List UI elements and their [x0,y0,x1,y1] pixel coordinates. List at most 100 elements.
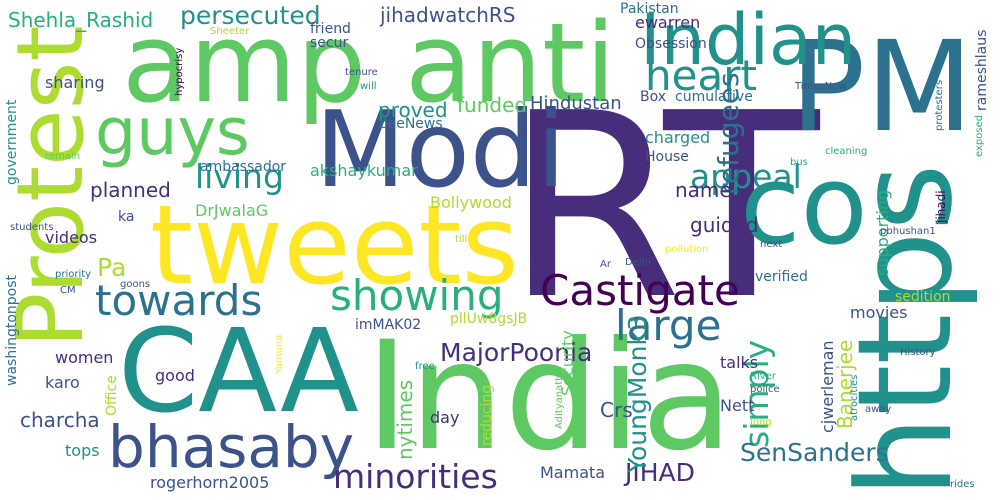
word-karo: karo [45,373,80,392]
word-living: living [195,157,284,196]
word-cleaning: cleaning [825,146,868,157]
word-adityanath: Adityanath [554,374,565,429]
word-day: day [430,408,460,427]
word-students: students [10,222,54,233]
word-sedition: sedition [895,289,951,305]
word-heart: heart [645,51,757,100]
word-jihadi: jihadi [934,190,948,223]
word-government: government [4,99,20,185]
word-tenure: tenure [345,67,378,78]
word-verified: verified [755,269,808,285]
word-protesters: protesters [934,79,945,131]
word-free: free [415,361,435,372]
word-away: away [865,404,892,415]
word-proved: proved [378,98,448,122]
word-timesnow: TimesNow [795,81,847,92]
word-rt: RT [505,59,820,356]
word-talks: talks [720,353,759,372]
word-ewarren: ewarren [635,13,701,32]
word-washingtonpost: washingtonpost [4,274,20,386]
word-appeal: appeal [690,157,802,196]
word-charged: charged [645,128,711,147]
word-pakistan: Pakistan [620,1,679,17]
word-long: long [750,417,772,428]
word-friend: friend [310,21,351,37]
word-ambassador: ambassador [200,159,287,175]
word-rogerhorn2005: rogerhorn2005 [150,473,270,492]
word-pbhushan1: pbhushan1 [880,226,936,237]
word-crs: Crs [600,398,633,422]
word-pm: PM [790,15,974,160]
word-bollywood: Bollywood [430,193,512,212]
word-office: Office [104,375,120,416]
word-secur: secur [310,35,349,51]
word-yamuna: Yamuna [274,334,285,374]
word-persecuted: persecuted [180,1,321,30]
word-rameshlaus: rameshlaus [974,29,990,111]
word-goons: goons [120,279,151,290]
word-tweets: tweets [150,181,519,309]
word-caa: CAA [118,305,359,439]
word-shehla-rashid: Shehla_Rashid [8,8,154,32]
word-guys: guys [95,95,250,170]
word-hindustan: Hindustan [530,93,622,114]
word-cjwerleman: cjwerleman [818,340,837,433]
word-exposed: exposed [974,114,985,157]
word-large: large [615,301,722,350]
word-youngmonk3: YoungMonk3 [623,315,652,473]
word-box: Box [640,89,667,105]
word-hypocrisy: hypocrisy [174,47,185,96]
word-planned: planned [90,178,171,202]
word-women: women [55,348,114,367]
word-reducing: reducing [479,384,495,446]
word-anti: anti [405,0,616,127]
word-will: will [360,81,377,92]
word-delhi: Delhi [625,257,651,268]
word-cumulative: cumulative [675,89,753,105]
word-immak02: imMAK02 [355,317,422,333]
word-akshaykumar: akshaykumar [310,161,418,180]
word-history: History [900,347,936,358]
word-towards: towards [95,276,263,325]
word-priority: priority [55,269,92,280]
word-guided: guided [690,213,759,237]
word-videos: videos [45,228,98,247]
word-river: River [750,371,776,382]
word-movies: movies [850,303,908,322]
word-bus: bus [790,157,808,168]
word-charcha: charcha [20,408,100,432]
word-plluw8gsjb: pllUw8gsJB [450,311,528,327]
word-drjwalag: DrJwalaG [195,201,269,220]
word-next: next [760,239,783,250]
word-good: good [155,366,195,385]
word-amp: amp [122,0,367,127]
word-cm: CM [60,285,76,296]
word-nytimes: nytimes [393,379,417,460]
word-ka: ka [118,209,135,225]
word-nett: Nett [720,396,755,415]
word-sheeter: Sheeter [210,26,250,37]
word-ar: Ar [600,259,611,270]
word-sharing: sharing [45,73,105,92]
word-minorities: minorities [333,457,498,496]
word-castigate: Castigate [540,266,740,315]
word-india: India [365,310,734,484]
word-name: name [675,178,732,202]
word-sensanders: SenSanders [740,438,889,467]
word-police: police [750,384,780,395]
word-rides: rides [950,479,975,490]
word-pa: Pa [97,253,127,282]
word-atrocities: atrocities [849,374,860,421]
word-funded: funded [457,93,528,117]
word-house: House [645,149,689,165]
word-zeenews: ZeeNews [378,116,443,132]
word-pollution: pollution [665,244,709,255]
word-jihad: JIHAD [625,458,695,487]
word-remain: remain [45,151,81,162]
word-obsession: Obsession [635,36,707,52]
word-tops: tops [65,441,100,460]
word-modi: Modi [315,89,566,211]
word-mamata: Mamata [540,463,606,482]
word-indian: Indian [640,0,857,81]
